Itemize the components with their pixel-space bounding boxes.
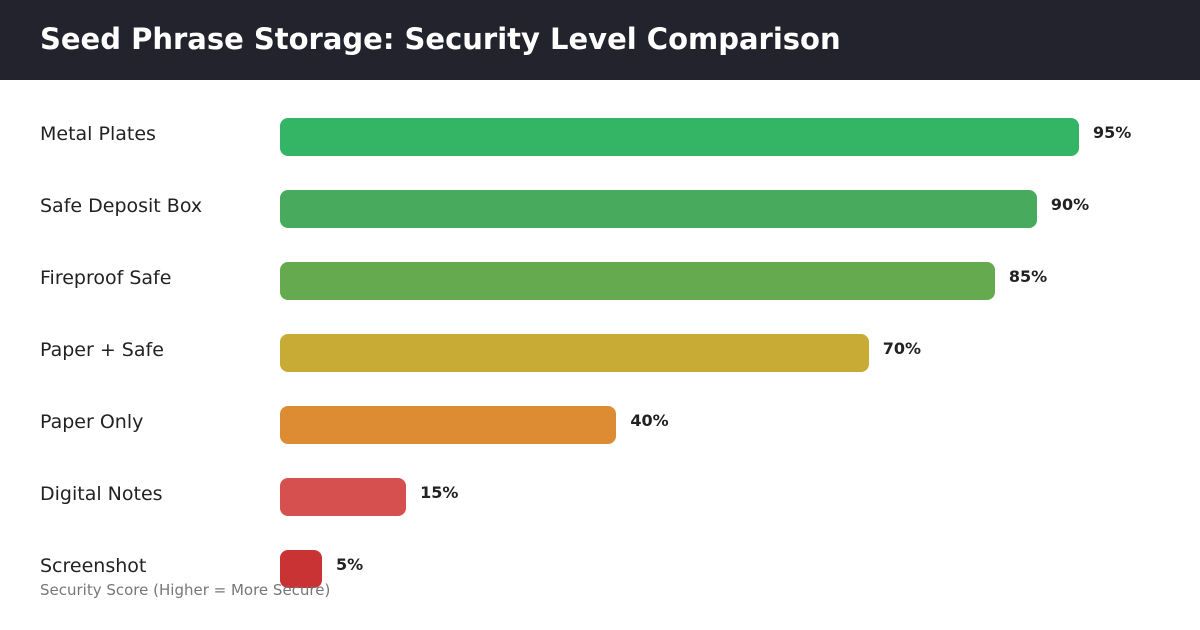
header: Seed Phrase Storage: Security Level Comp… (0, 0, 1200, 80)
value-label: 85% (1008, 267, 1048, 286)
category-label: Fireproof Safe (40, 267, 172, 289)
value-label: 70% (882, 339, 921, 358)
value-label: 40% (630, 411, 669, 430)
bar (280, 262, 995, 300)
value-label: 5% (336, 555, 364, 574)
value-label: 90% (1050, 195, 1090, 214)
category-label: Safe Deposit Box (40, 195, 203, 217)
bar (280, 478, 407, 516)
bar (280, 190, 1037, 228)
category-label: Paper + Safe (40, 339, 164, 361)
bar (280, 334, 869, 372)
bar (280, 550, 323, 588)
x-axis-label: Security Score (Higher = More Secure) (40, 581, 331, 599)
chart-title: Seed Phrase Storage: Security Level Comp… (40, 22, 841, 56)
category-label: Digital Notes (40, 483, 163, 505)
bar (280, 118, 1079, 156)
value-label: 95% (1092, 123, 1132, 142)
category-label: Screenshot (40, 555, 147, 577)
category-label: Metal Plates (40, 123, 156, 145)
bar (280, 406, 617, 444)
category-label: Paper Only (40, 411, 144, 433)
value-label: 15% (420, 483, 459, 502)
